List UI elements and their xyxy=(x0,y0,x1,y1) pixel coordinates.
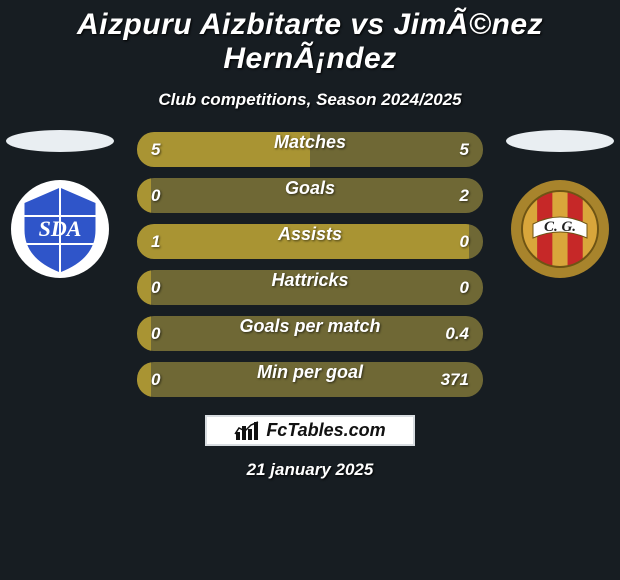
club-crest-left: SDA xyxy=(11,180,109,278)
crest-monogram-left: SDA xyxy=(39,216,82,241)
stat-value-left: 0 xyxy=(151,186,160,206)
player-photo-left xyxy=(6,130,114,152)
player-left: SDA xyxy=(6,130,114,278)
stat-overlay: 1 0 xyxy=(137,224,483,259)
stat-overlay: 5 5 xyxy=(137,132,483,167)
club-crest-right: C. G. xyxy=(511,180,609,278)
brand-label: FcTables.com xyxy=(266,420,385,441)
stat-row: 0 0 Hattricks xyxy=(137,270,483,305)
bar-chart-icon xyxy=(234,420,260,442)
stat-value-left: 0 xyxy=(151,278,160,298)
stat-overlay: 0 0.4 xyxy=(137,316,483,351)
stat-value-left: 1 xyxy=(151,232,160,252)
stat-value-right: 0 xyxy=(460,232,469,252)
stat-row: 0 371 Min per goal xyxy=(137,362,483,397)
stat-value-left: 0 xyxy=(151,370,160,390)
stat-overlay: 0 2 xyxy=(137,178,483,213)
brand-link[interactable]: FcTables.com xyxy=(205,415,415,446)
stats-list: 5 5 Matches 0 2 Goals 1 0 xyxy=(137,132,483,397)
stat-value-right: 2 xyxy=(460,186,469,206)
stat-row: 1 0 Assists xyxy=(137,224,483,259)
stat-value-left: 5 xyxy=(151,140,160,160)
stat-row: 5 5 Matches xyxy=(137,132,483,167)
stat-value-right: 5 xyxy=(460,140,469,160)
player-photo-right xyxy=(506,130,614,152)
striped-crest-icon: C. G. xyxy=(511,180,609,278)
generated-date: 21 january 2025 xyxy=(247,460,374,480)
stat-overlay: 0 371 xyxy=(137,362,483,397)
stat-row: 0 2 Goals xyxy=(137,178,483,213)
comparison-card: Aizpuru Aizbitarte vs JimÃ©nez HernÃ¡nde… xyxy=(0,0,620,480)
stat-value-right: 371 xyxy=(441,370,469,390)
player-right: C. G. xyxy=(506,130,614,278)
stat-value-left: 0 xyxy=(151,324,160,344)
crest-monogram-right: C. G. xyxy=(544,219,576,235)
stat-value-right: 0 xyxy=(460,278,469,298)
stat-value-right: 0.4 xyxy=(445,324,469,344)
page-subtitle: Club competitions, Season 2024/2025 xyxy=(158,90,461,110)
shield-icon: SDA xyxy=(11,180,109,278)
stat-overlay: 0 0 xyxy=(137,270,483,305)
stat-row: 0 0.4 Goals per match xyxy=(137,316,483,351)
page-title: Aizpuru Aizbitarte vs JimÃ©nez HernÃ¡nde… xyxy=(0,8,620,76)
